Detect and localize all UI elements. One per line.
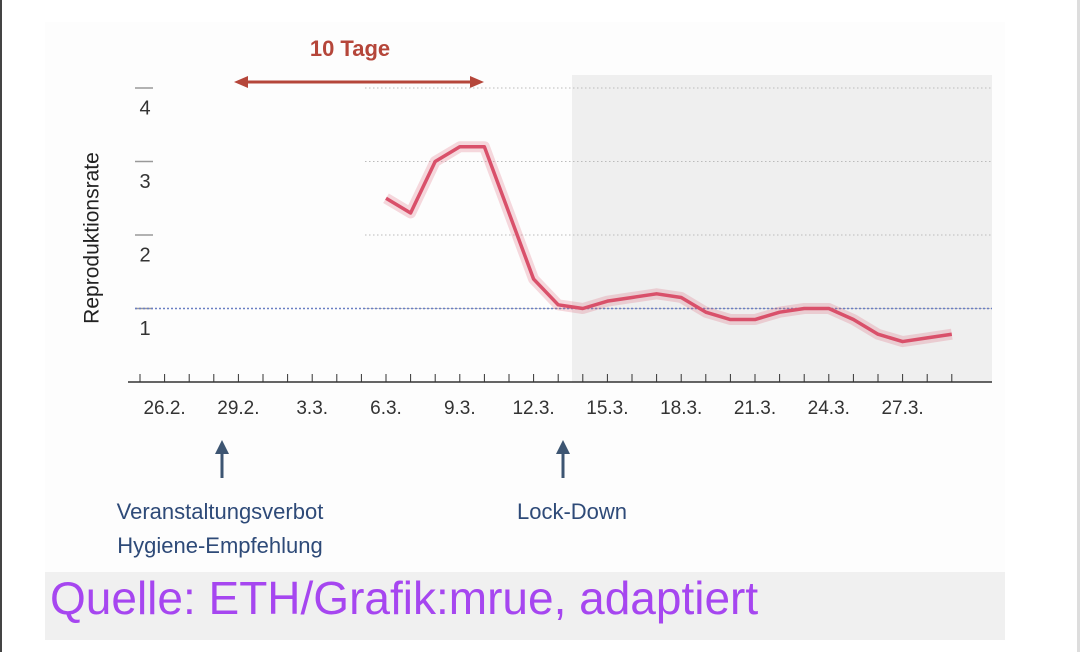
y-tick-label: 3 [139, 171, 150, 193]
x-tick-label: 3.3. [296, 398, 328, 419]
source-caption: Quelle: ETH/Grafik:mrue, adaptiert [50, 572, 758, 624]
x-tick-label: 21.3. [734, 398, 776, 419]
x-tick-label: 12.3. [512, 398, 554, 419]
annotation: Hygiene-Empfehlung [117, 533, 322, 558]
source-strip [45, 572, 1005, 640]
span-arrow [234, 76, 484, 88]
y-tick-label: 2 [139, 244, 150, 266]
left-edge [0, 0, 2, 652]
y-tick-label: 1 [139, 318, 150, 340]
x-tick-label: 27.3. [881, 398, 923, 419]
x-tick-label: 26.2. [143, 398, 185, 419]
lockdown-shade [572, 75, 992, 382]
x-tick-label: 29.2. [217, 398, 259, 419]
right-edge [1077, 0, 1080, 652]
y-axis-label: Reproduktionsrate [81, 152, 104, 324]
x-tick-label: 9.3. [444, 398, 476, 419]
line-series [385, 145, 953, 344]
span-label: 10 Tage [310, 36, 390, 61]
y-tick-label: 4 [139, 97, 150, 119]
annotation: Lock-Down [517, 499, 627, 524]
x-tick-label: 18.3. [660, 398, 702, 419]
x-tick-label: 6.3. [370, 398, 402, 419]
x-tick-label: 24.3. [808, 398, 850, 419]
annotation: Veranstaltungsverbot [117, 499, 324, 524]
x-tick-label: 15.3. [586, 398, 628, 419]
event-arrow [215, 440, 570, 478]
